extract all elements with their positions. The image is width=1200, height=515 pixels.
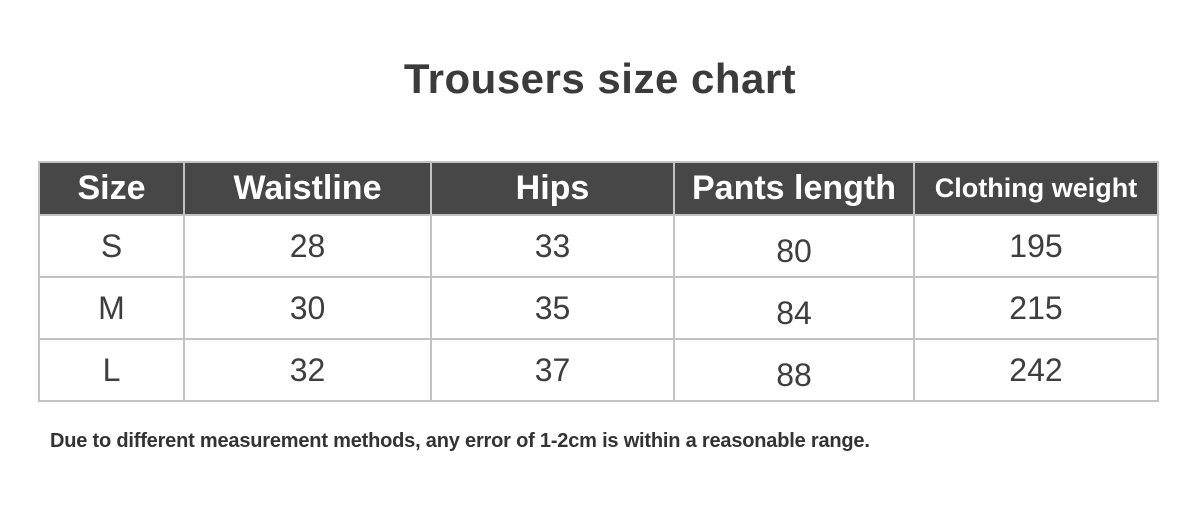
cell-size: S xyxy=(38,214,185,278)
page-title: Trousers size chart xyxy=(403,55,797,102)
column-header-size: Size xyxy=(38,161,185,216)
column-header-waistline: Waistline xyxy=(183,161,432,216)
cell-pants-length: 80 xyxy=(673,214,915,278)
cell-size: M xyxy=(38,276,185,340)
column-header-pants-length: Pants length xyxy=(673,161,915,216)
column-header-clothing-weight: Clothing weight xyxy=(913,161,1159,216)
table-header-row: Size Waistline Hips Pants length Clothing we… xyxy=(38,161,1159,216)
cell-hips: 33 xyxy=(430,214,675,278)
cell-waistline: 30 xyxy=(183,276,432,340)
cell-hips: 37 xyxy=(430,338,675,402)
table-row-size-s: S 28 33 80 195 xyxy=(38,214,1159,278)
cell-size: L xyxy=(38,338,185,402)
cell-waistline: 28 xyxy=(183,214,432,278)
cell-waistline: 32 xyxy=(183,338,432,402)
cell-clothing-weight: 195 xyxy=(913,214,1159,278)
cell-clothing-weight: 242 xyxy=(913,338,1159,402)
column-header-hips: Hips xyxy=(430,161,675,216)
table-row-size-l: L 32 37 88 242 xyxy=(38,338,1159,402)
cell-pants-length: 84 xyxy=(673,276,915,340)
measurement-note: Due to different measurement methods, an… xyxy=(50,430,870,452)
cell-pants-length: 88 xyxy=(673,338,915,402)
table-row-size-m: M 30 35 84 215 xyxy=(38,276,1159,340)
cell-hips: 35 xyxy=(430,276,675,340)
cell-clothing-weight: 215 xyxy=(913,276,1159,340)
size-chart-table: Size Waistline Hips Pants length Clothing we… xyxy=(38,161,1159,402)
